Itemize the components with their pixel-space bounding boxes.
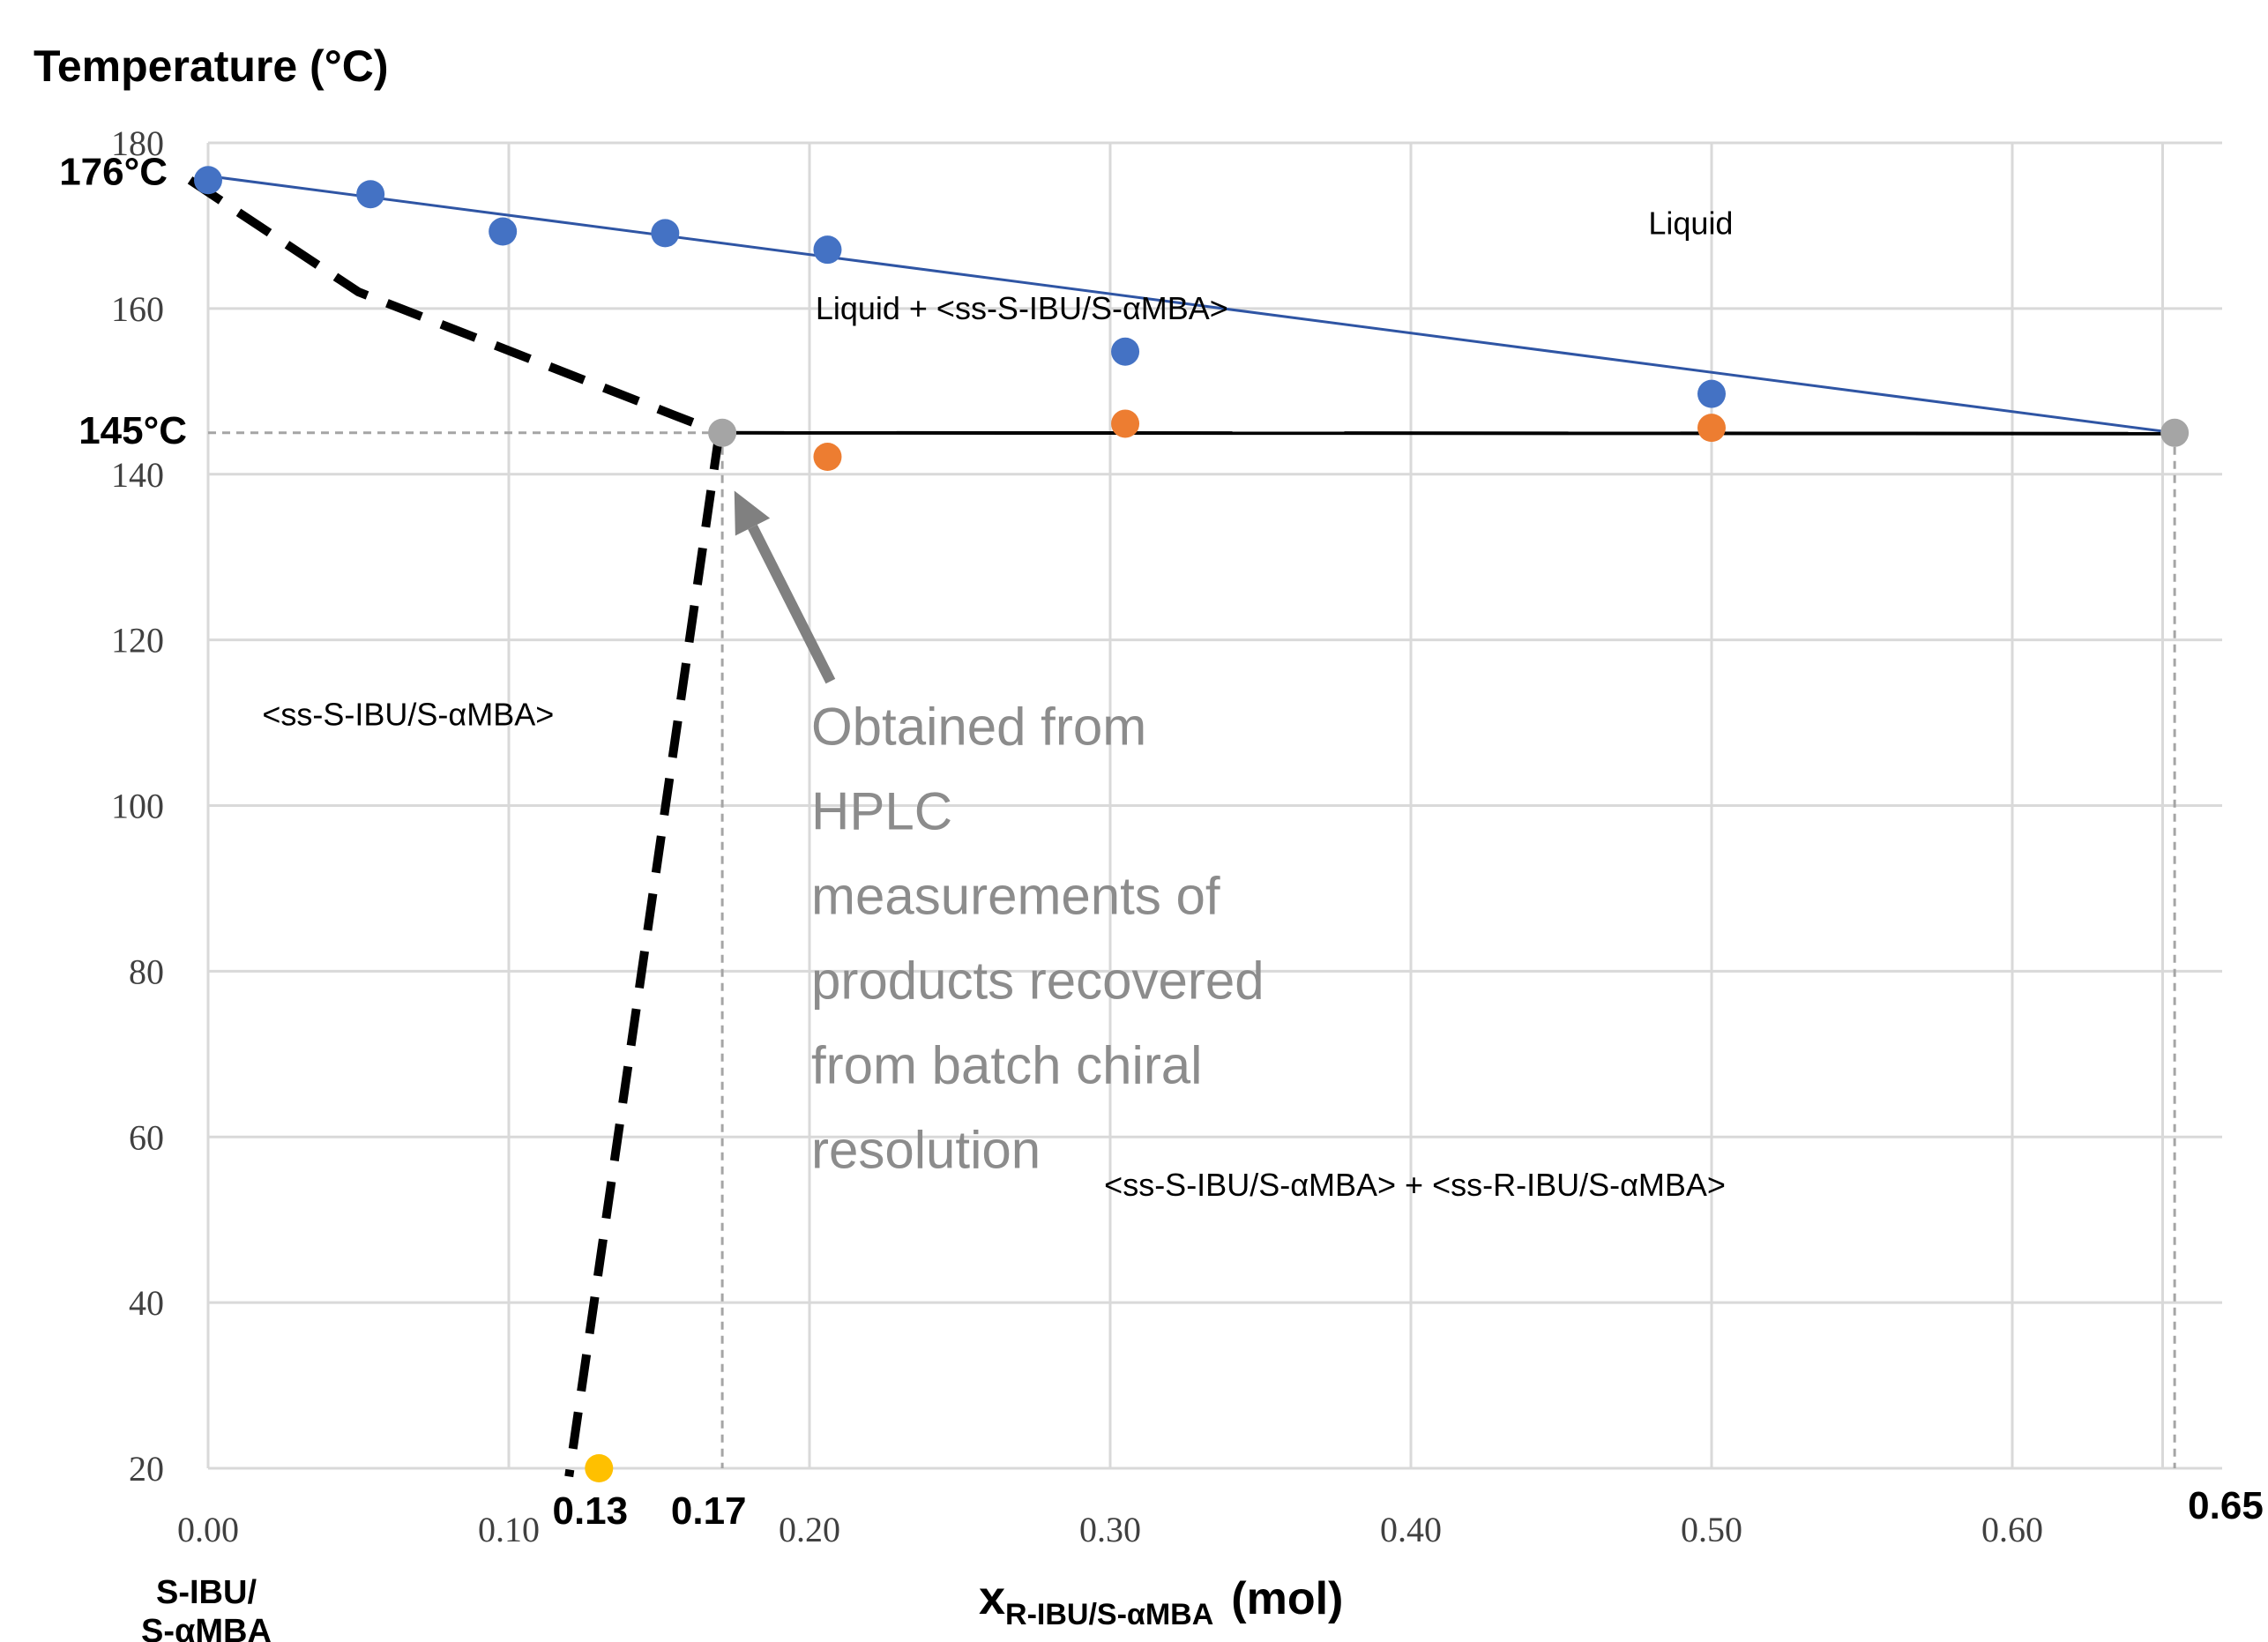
liquidus-data-point [1111,337,1140,366]
value-label-x013: 0.13 [552,1489,628,1533]
x-origin-label-line1: S-IBU/ [156,1574,257,1611]
liquidus-data-point [651,219,680,248]
solidus-data-point [1697,414,1726,443]
value-label-t176: 176°C [59,151,168,194]
x-axis-title-unit: (mol) [1231,1573,1343,1624]
liquidus-data-point [356,180,385,209]
liquidus-data-point [489,217,518,246]
annotation-text-line: from batch chiral [811,1035,1203,1094]
y-axis-title: Temperature (°C) [34,41,388,91]
y-tick-label: 20 [129,1449,164,1489]
chart-labels: 176°C 145°C 0.13 0.17 0.65 Liquid Liquid + <ss… [59,151,2264,1533]
tick-labels: 20 40 60 80 100 120 140 160 180 0.00 0.10 0.20 0.30 0… [111,123,2043,1549]
gridlines [206,141,2222,1470]
value-label-x065: 0.65 [2188,1484,2264,1527]
reference-lines [208,431,2176,1468]
boundary-lines [187,175,2175,1478]
value-label-t145: 145°C [78,409,187,452]
y-tick-label: 80 [129,952,164,991]
y-tick-label: 100 [111,787,164,826]
annotation-arrow-head [734,490,771,536]
y-tick-label: 160 [111,289,164,329]
y-tick-label: 180 [111,123,164,163]
annotation-text-line: HPLC [811,781,952,840]
x-axis-title-subscript: R-IBU/S-αMBA [1005,1598,1213,1631]
annotation-text-line: measurements of [811,866,1220,925]
x-tick-label: 0.30 [1079,1510,1141,1549]
x-axis-title-main: x [979,1571,1005,1624]
x-axis-title: xR-IBU/S-αMBA (mol) [979,1571,1343,1631]
liquidus-data-point [194,166,222,195]
y-tick-label: 40 [129,1283,164,1323]
special-data-point [2160,418,2190,447]
eutectic-line [722,430,2175,436]
liquidus-data-point [1697,379,1726,408]
x-tick-label: 0.20 [779,1510,840,1549]
liquidus-fit-line [207,175,2175,435]
annotation-arrow-shaft [748,524,836,684]
y-tick-label: 140 [111,455,164,495]
solidus-data-point [1111,409,1140,438]
solidus-data-point [813,443,842,472]
annotation-text-line: resolution [811,1120,1041,1179]
annotation-text-line: Obtained from [811,697,1146,756]
special-data-point [708,418,737,447]
region-label-liquid: Liquid [1648,205,1733,241]
dashed-liquidus-boundary [187,176,721,437]
value-label-x017: 0.17 [671,1489,747,1533]
x-tick-label: 0.50 [1681,1510,1742,1549]
x-tick-label: 0.60 [1981,1510,2043,1549]
dashed-solvus-boundary [564,432,724,1478]
x-origin-label-line2: S-αMBA [141,1613,272,1642]
x-tick-label: 0.40 [1380,1510,1442,1549]
region-label-ss-s: <ss-S-IBU/S-αMBA> [262,696,554,732]
y-tick-label: 60 [129,1117,164,1157]
hplc-data-point [585,1454,614,1482]
region-label-liquid-ss-s: Liquid + <ss-S-IBU/S-αMBA> [816,290,1228,326]
annotation-text-line: products recovered [811,951,1265,1010]
liquidus-data-point [813,235,842,265]
region-label-ss-s-ss-r: <ss-S-IBU/S-αMBA> + <ss-R-IBU/S-αMBA> [1104,1167,1726,1203]
data-points [194,166,2190,1482]
y-tick-label: 120 [111,621,164,661]
x-tick-label: 0.00 [177,1510,239,1549]
x-tick-label: 0.10 [478,1510,540,1549]
